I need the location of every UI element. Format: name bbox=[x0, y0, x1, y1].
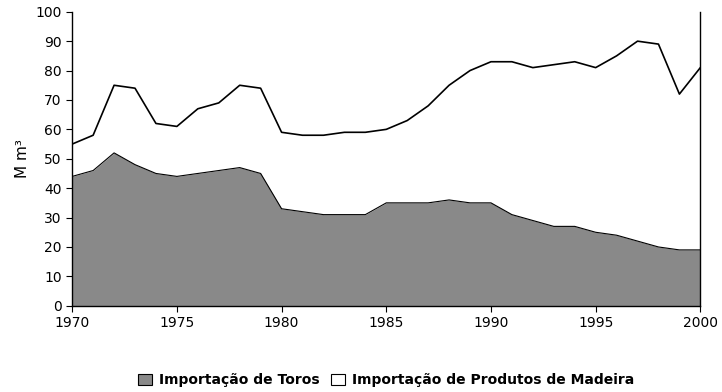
Y-axis label: M m³: M m³ bbox=[15, 139, 30, 178]
Legend: Importação de Toros, Importação de Produtos de Madeira: Importação de Toros, Importação de Produ… bbox=[133, 368, 640, 392]
